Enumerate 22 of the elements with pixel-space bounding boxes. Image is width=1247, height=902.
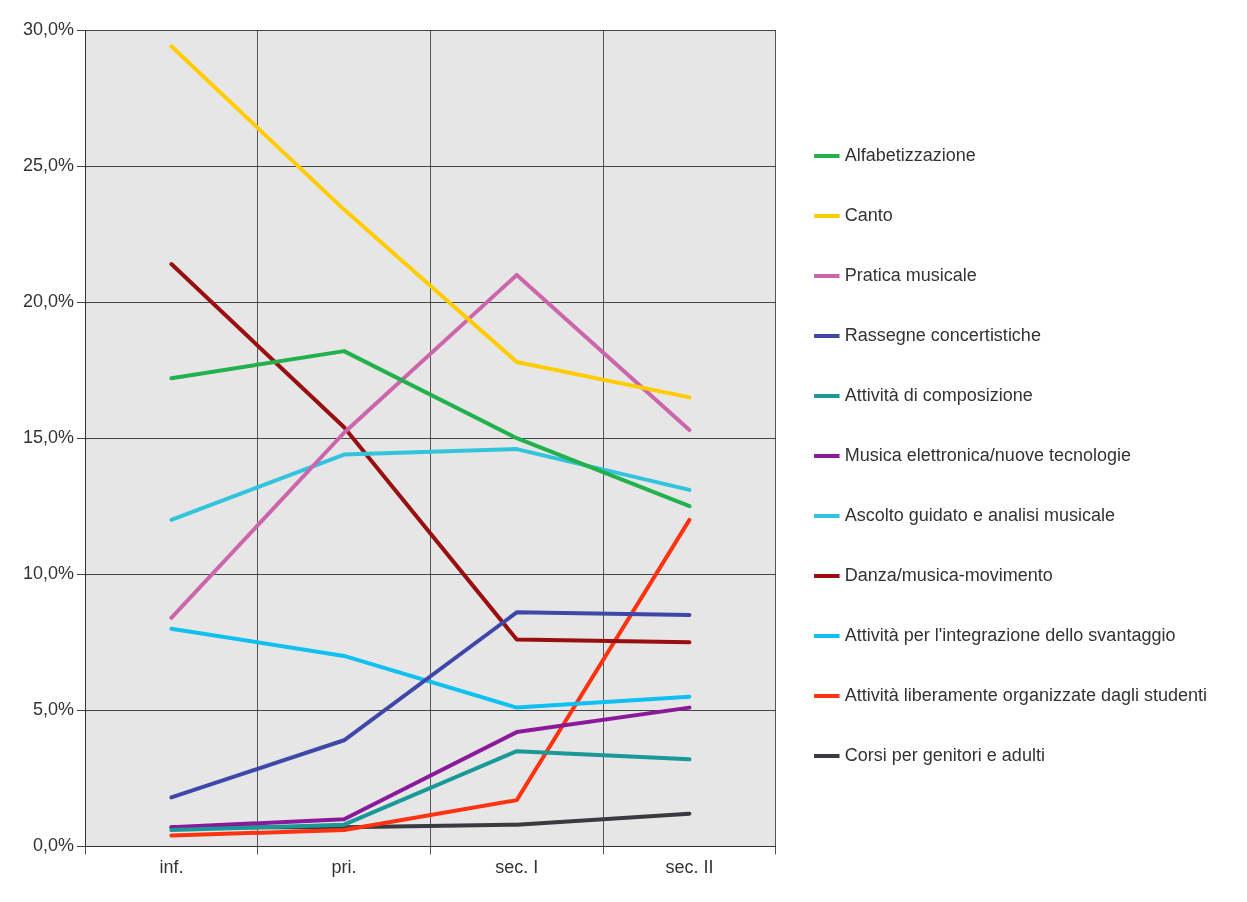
y-tick-label: 15,0% — [22, 427, 75, 448]
legend-label: Danza/musica-movimento — [844, 564, 1053, 585]
x-tick-label: sec. I — [495, 857, 539, 878]
y-tick-label: 20,0% — [22, 291, 75, 312]
x-tick-label: pri. — [331, 857, 357, 878]
legend-label: Canto — [844, 204, 893, 225]
legend-label: Ascolto guidato e analisi musicale — [844, 504, 1115, 525]
y-tick-label: 0,0% — [33, 835, 75, 856]
legend-label: Pratica musicale — [844, 264, 977, 285]
legend-label: Musica elettronica/nuove tecnologie — [844, 444, 1131, 465]
legend-label: Attività liberamente organizzate dagli studenti — [844, 684, 1208, 705]
legend-label: Rassegne concertistiche — [844, 324, 1041, 345]
legend-label: Alfabetizzazione — [844, 144, 976, 165]
y-tick-label: 30,0% — [22, 18, 75, 39]
legend-label: Attività di composizione — [844, 384, 1033, 405]
x-tick-label: inf. — [159, 857, 184, 878]
y-tick-label: 10,0% — [22, 563, 75, 584]
y-tick-label: 5,0% — [33, 699, 75, 720]
legend-label: Attività per l'integrazione dello svantaggio — [844, 624, 1176, 645]
y-tick-label: 25,0% — [22, 155, 75, 176]
x-tick-label: sec. II — [665, 857, 714, 878]
legend-label: Corsi per genitori e adulti — [844, 744, 1045, 765]
